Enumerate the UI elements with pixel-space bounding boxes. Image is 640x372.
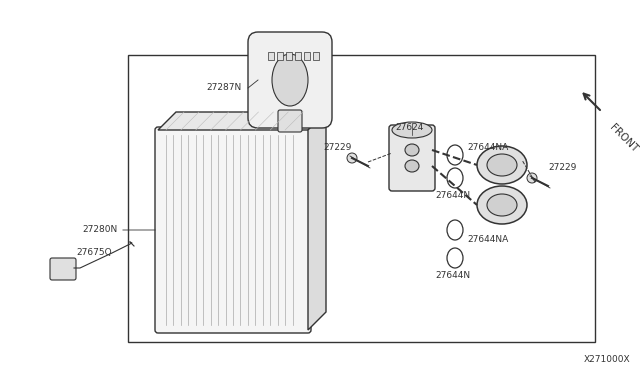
Circle shape [347,153,357,163]
Text: 27624: 27624 [396,124,424,132]
Ellipse shape [477,186,527,224]
Ellipse shape [392,122,432,138]
Text: FRONT: FRONT [608,122,640,154]
Ellipse shape [272,54,308,106]
Circle shape [527,173,537,183]
Bar [128,55,595,342]
FancyBboxPatch shape [278,110,302,132]
Text: 27229: 27229 [324,144,352,153]
Text: 27644NA: 27644NA [467,142,508,151]
Ellipse shape [405,160,419,172]
Bar [304,52,310,60]
Bar [277,52,283,60]
Ellipse shape [487,154,517,176]
Text: 27280N: 27280N [83,225,118,234]
FancyBboxPatch shape [50,258,76,280]
Polygon shape [308,112,326,330]
Bar [268,52,274,60]
FancyBboxPatch shape [155,127,311,333]
Text: 27644NA: 27644NA [467,235,508,244]
Bar [286,52,292,60]
Text: 27229: 27229 [548,164,577,173]
Ellipse shape [487,194,517,216]
Bar [313,52,319,60]
Text: 27644N: 27644N [435,192,470,201]
FancyBboxPatch shape [248,32,332,128]
Text: X271000X: X271000X [584,355,630,364]
Bar [295,52,301,60]
Text: 27287N: 27287N [207,83,242,93]
Ellipse shape [477,146,527,184]
Polygon shape [158,112,326,130]
Ellipse shape [405,144,419,156]
Text: 27675Q: 27675Q [76,247,111,257]
Text: 27644N: 27644N [435,272,470,280]
FancyBboxPatch shape [389,125,435,191]
